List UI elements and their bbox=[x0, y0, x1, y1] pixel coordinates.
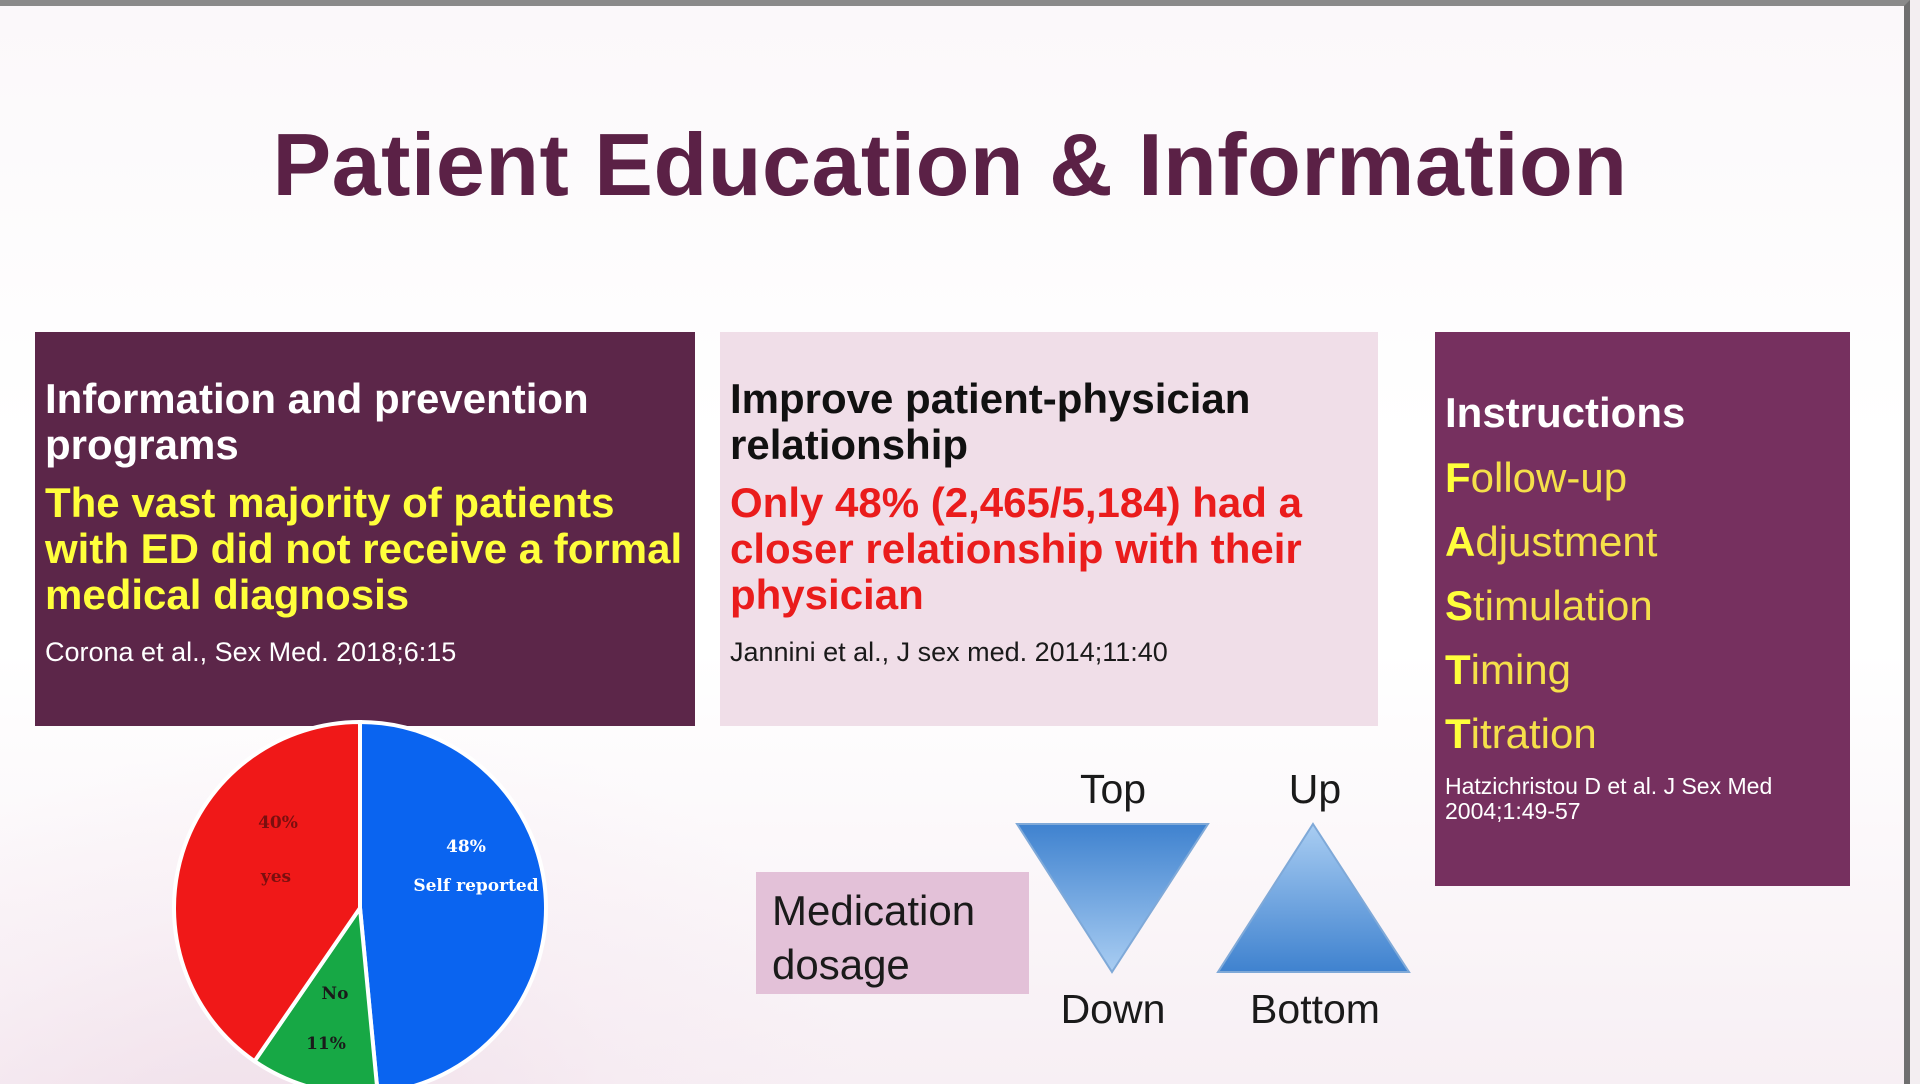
slide-title: Patient Education & Information bbox=[272, 115, 1628, 214]
instructions-item-rest: itration bbox=[1470, 710, 1597, 757]
pie-slices bbox=[172, 719, 548, 1084]
info-prevention-heading: Information and prevention programs bbox=[45, 375, 589, 468]
info-prevention-citation: Corona et al., Sex Med. 2018;6:15 bbox=[45, 637, 457, 667]
top-label: Top bbox=[1079, 766, 1147, 812]
instructions-item-initial: T bbox=[1445, 710, 1471, 757]
instructions-item-rest: timulation bbox=[1473, 582, 1653, 629]
instructions-item-initial: S bbox=[1445, 582, 1474, 629]
pie-label-yes: yes bbox=[260, 867, 291, 887]
info-prevention-highlight: The vast majority of patients with ED di… bbox=[45, 479, 683, 618]
pie-label-self-reported: Self reported bbox=[413, 876, 538, 896]
relationship-highlight: Only 48% (2,465/5,184) had a closer rela… bbox=[730, 479, 1302, 618]
instructions-item-rest: djustment bbox=[1475, 518, 1658, 565]
medication-dosage-box: Medication dosage bbox=[756, 872, 1029, 994]
instructions-item-initial: A bbox=[1445, 518, 1476, 565]
pie-label-self-reported-percent: 48% bbox=[446, 837, 486, 857]
instructions-heading: Instructions bbox=[1445, 389, 1686, 436]
instructions-item-initial: T bbox=[1445, 646, 1471, 693]
pie-slice-self-reported bbox=[358, 719, 548, 1084]
pie-label-yes-percent: 40% bbox=[258, 813, 298, 833]
instructions-citation: Hatzichristou D et al. J Sex Med 2004;1:… bbox=[1445, 773, 1773, 824]
up-triangle bbox=[1216, 822, 1411, 973]
instructions-box: Instructions Follow-up Adjustment Stimul… bbox=[1435, 332, 1850, 886]
pie-slice-no bbox=[251, 902, 379, 1084]
relationship-citation: Jannini et al., J sex med. 2014;11:40 bbox=[730, 637, 1168, 667]
instructions-item-stimulation: Stimulation bbox=[1445, 574, 1840, 638]
instructions-list: Follow-up Adjustment Stimulation Timing … bbox=[1445, 446, 1840, 766]
instructions-item-rest: ollow-up bbox=[1470, 454, 1628, 501]
info-prevention-box: Information and prevention programs The … bbox=[35, 332, 695, 726]
instructions-item-timing: Timing bbox=[1445, 638, 1840, 702]
diagnosis-pie: 48% Self reported No 11% 40% yes bbox=[172, 719, 548, 1084]
instructions-item-adjustment: Adjustment bbox=[1445, 510, 1840, 574]
bottom-label: Bottom bbox=[1250, 986, 1380, 1032]
down-label: Down bbox=[1060, 986, 1166, 1032]
pie-label-no-percent: 11% bbox=[306, 1034, 346, 1054]
up-label: Up bbox=[1288, 766, 1342, 812]
instructions-item-titration: Titration bbox=[1445, 702, 1840, 766]
instructions-item-rest: iming bbox=[1470, 646, 1572, 693]
pie-slice-yes bbox=[172, 719, 362, 1064]
instructions-item-follow-up: Follow-up bbox=[1445, 446, 1840, 510]
pie-label-no: No bbox=[322, 984, 349, 1004]
relationship-heading: Improve patient-physician relationship bbox=[730, 375, 1251, 468]
down-triangle bbox=[1015, 823, 1210, 974]
instructions-item-initial: F bbox=[1445, 454, 1471, 501]
relationship-box: Improve patient-physician relationship O… bbox=[720, 332, 1378, 726]
